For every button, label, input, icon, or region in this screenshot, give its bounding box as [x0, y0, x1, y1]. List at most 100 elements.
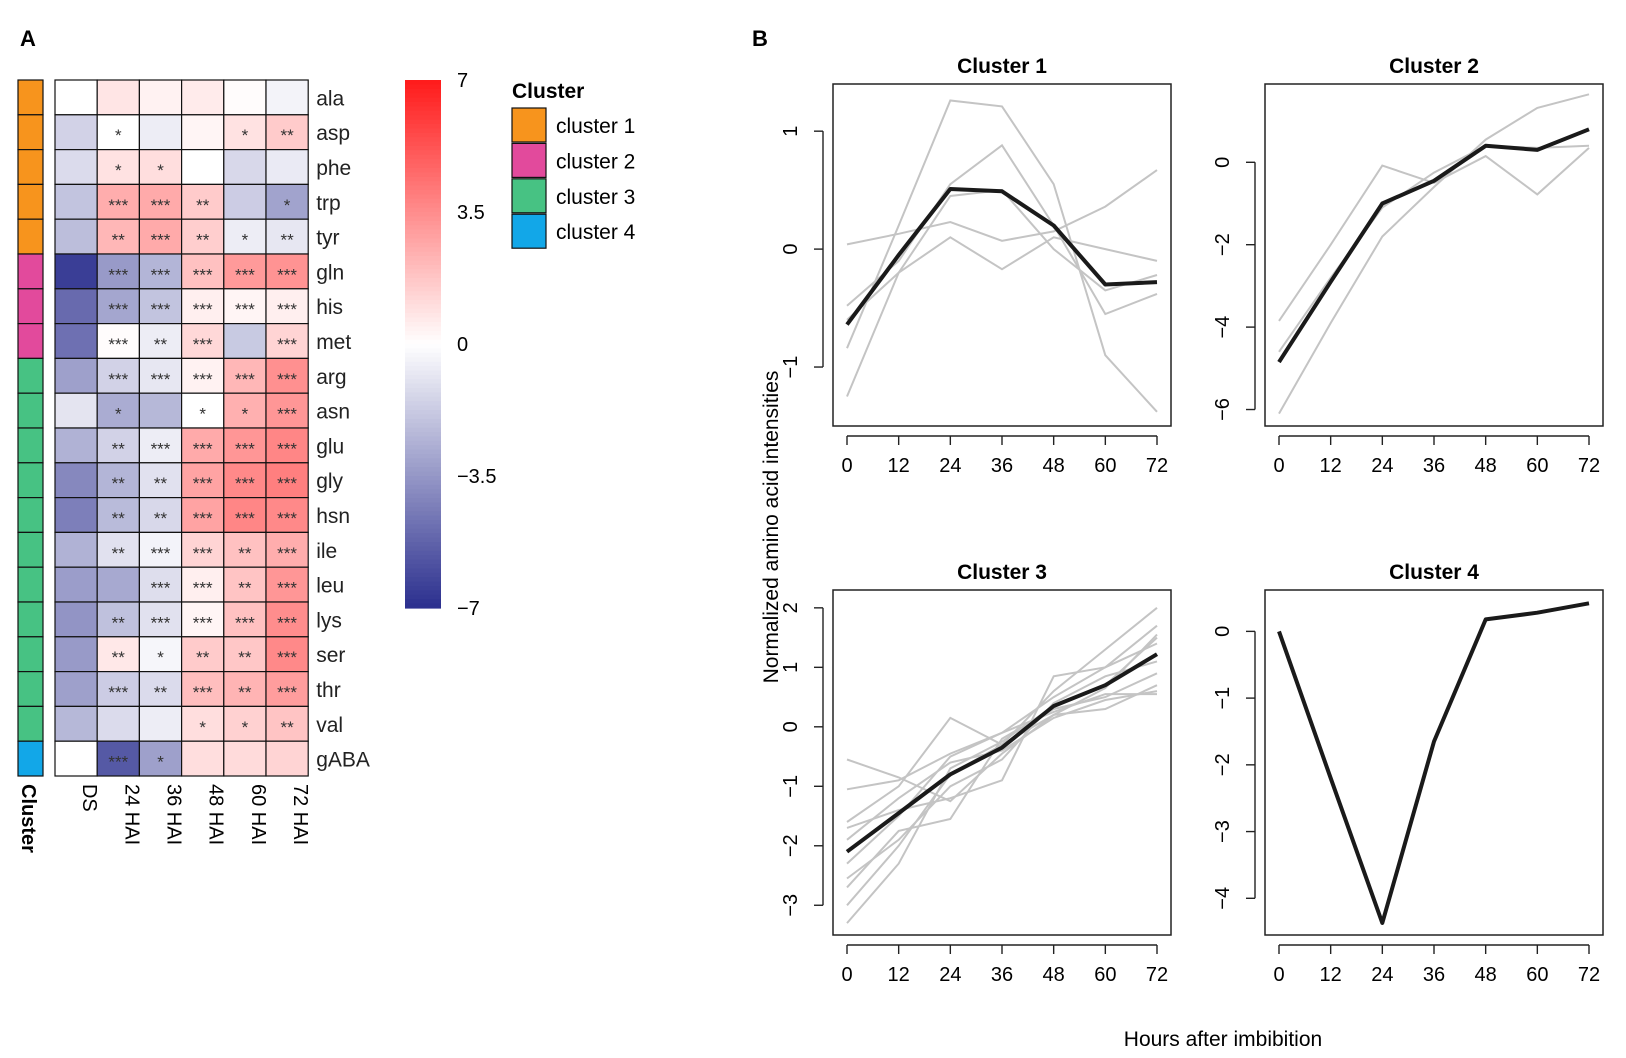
- colorbar-step: [405, 146, 441, 151]
- x-tick-label: 12: [1320, 455, 1342, 477]
- heatmap-cell: [223, 531, 267, 568]
- colorbar-step: [405, 476, 441, 481]
- colorbar-step: [405, 374, 441, 380]
- significance-mark: ***: [277, 648, 297, 667]
- colorbar-step: [405, 594, 441, 600]
- x-tick-label: 0: [1273, 964, 1284, 986]
- cluster-cell-hsn: [17, 497, 44, 534]
- significance-mark: *: [242, 231, 249, 250]
- legend-swatch: [511, 107, 547, 143]
- cluster-cell-gln: [17, 253, 44, 290]
- member-line: [846, 169, 1158, 246]
- heatmap-cell: [181, 253, 225, 290]
- x-tick-label: 12: [1320, 964, 1342, 986]
- significance-mark: ***: [151, 579, 171, 598]
- heatmap-cell: [223, 497, 267, 534]
- significance-mark: **: [196, 648, 210, 667]
- member-line: [1278, 93, 1590, 415]
- colorbar-step: [405, 414, 441, 420]
- colorbar-step: [405, 564, 441, 569]
- colorbar-step: [405, 326, 441, 332]
- x-tick-label: 48: [1043, 455, 1065, 477]
- significance-mark: *: [157, 648, 164, 667]
- colorbar-step: [405, 344, 441, 349]
- heatmap-cell: [54, 566, 98, 603]
- colorbar-step: [405, 366, 441, 371]
- y-tick-label: −2: [780, 834, 802, 857]
- member-line: [846, 633, 1158, 803]
- y-tick-label: −4: [1212, 887, 1234, 910]
- panel-label-a: A: [20, 26, 36, 51]
- cluster-cell-asp: [17, 114, 44, 151]
- y-tick-label: −3: [1212, 820, 1234, 843]
- plot-title: Cluster 1: [957, 55, 1047, 78]
- member-line: [846, 672, 1158, 889]
- heatmap-cell: [181, 357, 225, 394]
- colorbar-step: [405, 502, 441, 508]
- row-label-trp: trp: [316, 192, 341, 215]
- significance-mark: **: [238, 648, 252, 667]
- x-tick-label: 60: [1526, 455, 1548, 477]
- heatmap-cell: [181, 149, 225, 186]
- heatmap-cell: [54, 253, 98, 290]
- heatmap-cell: [96, 218, 140, 255]
- colorbar-step: [405, 418, 441, 424]
- y-tick-label: 0: [780, 721, 802, 732]
- heatmap-cell: [138, 740, 183, 777]
- plot-title: Cluster 2: [1389, 55, 1479, 78]
- member-line: [846, 143, 1158, 316]
- heatmap-cell: [265, 288, 309, 325]
- legend-label: cluster 1: [556, 115, 635, 138]
- colorbar-step: [405, 282, 441, 288]
- heatmap-cell: [54, 740, 98, 777]
- cluster-cell-tyr: [17, 218, 44, 255]
- significance-mark: **: [154, 683, 168, 702]
- heatmap-cell: [96, 566, 140, 603]
- colorbar-step: [405, 198, 441, 204]
- cluster-cell-arg: [17, 357, 44, 394]
- colorbar-step: [405, 172, 441, 178]
- row-label-ile: ile: [316, 540, 337, 563]
- colorbar-step: [405, 185, 441, 191]
- colorbar-step: [405, 256, 441, 261]
- significance-mark: **: [154, 335, 168, 354]
- colorbar: 7 3.5 0 −3.5 −7: [405, 70, 496, 620]
- cluster-legend: Cluster cluster 1 cluster 2 cluster 3 cluste…: [511, 80, 636, 249]
- heatmap-cell: [96, 497, 140, 534]
- colorbar-step: [405, 489, 441, 495]
- significance-mark: ***: [277, 405, 297, 424]
- colorbar-step: [405, 383, 441, 389]
- colorbar-step: [405, 335, 441, 341]
- colorbar-step: [405, 295, 441, 301]
- heatmap-cell: [181, 636, 225, 673]
- colorbar-step: [405, 436, 441, 442]
- significance-mark: ***: [108, 265, 128, 284]
- heatmap-cell: [54, 531, 98, 568]
- colorbar-step: [405, 352, 441, 358]
- member-line: [846, 624, 1158, 829]
- heatmap-cell: [54, 670, 98, 707]
- significance-mark: ***: [193, 544, 213, 563]
- cluster-cell-phe: [17, 149, 44, 186]
- x-tick-label: 36: [991, 455, 1013, 477]
- colorbar-step: [405, 225, 441, 231]
- colorbar-step: [405, 137, 441, 143]
- significance-mark: **: [154, 509, 168, 528]
- significance-mark: *: [115, 161, 122, 180]
- colorbar-step: [405, 247, 441, 253]
- heatmap-cell: [138, 392, 183, 429]
- colorbar-step: [405, 238, 441, 244]
- significance-mark: **: [112, 509, 126, 528]
- colorbar-step: [405, 317, 441, 323]
- row-label-his: his: [316, 296, 343, 319]
- colorbar-step: [405, 550, 441, 556]
- significance-mark: *: [242, 126, 249, 145]
- cluster-cell-asn: [17, 392, 44, 429]
- row-label-glu: glu: [316, 435, 344, 458]
- heatmap-cell: [96, 636, 140, 673]
- column-label: 48 HAI: [205, 784, 227, 845]
- heatmap-cell: [138, 531, 183, 568]
- member-line: [846, 99, 1158, 413]
- heatmap-panel: ala* * ** asp* * phe*** *** ** * trp** *** ** * ** tyr…: [17, 79, 370, 853]
